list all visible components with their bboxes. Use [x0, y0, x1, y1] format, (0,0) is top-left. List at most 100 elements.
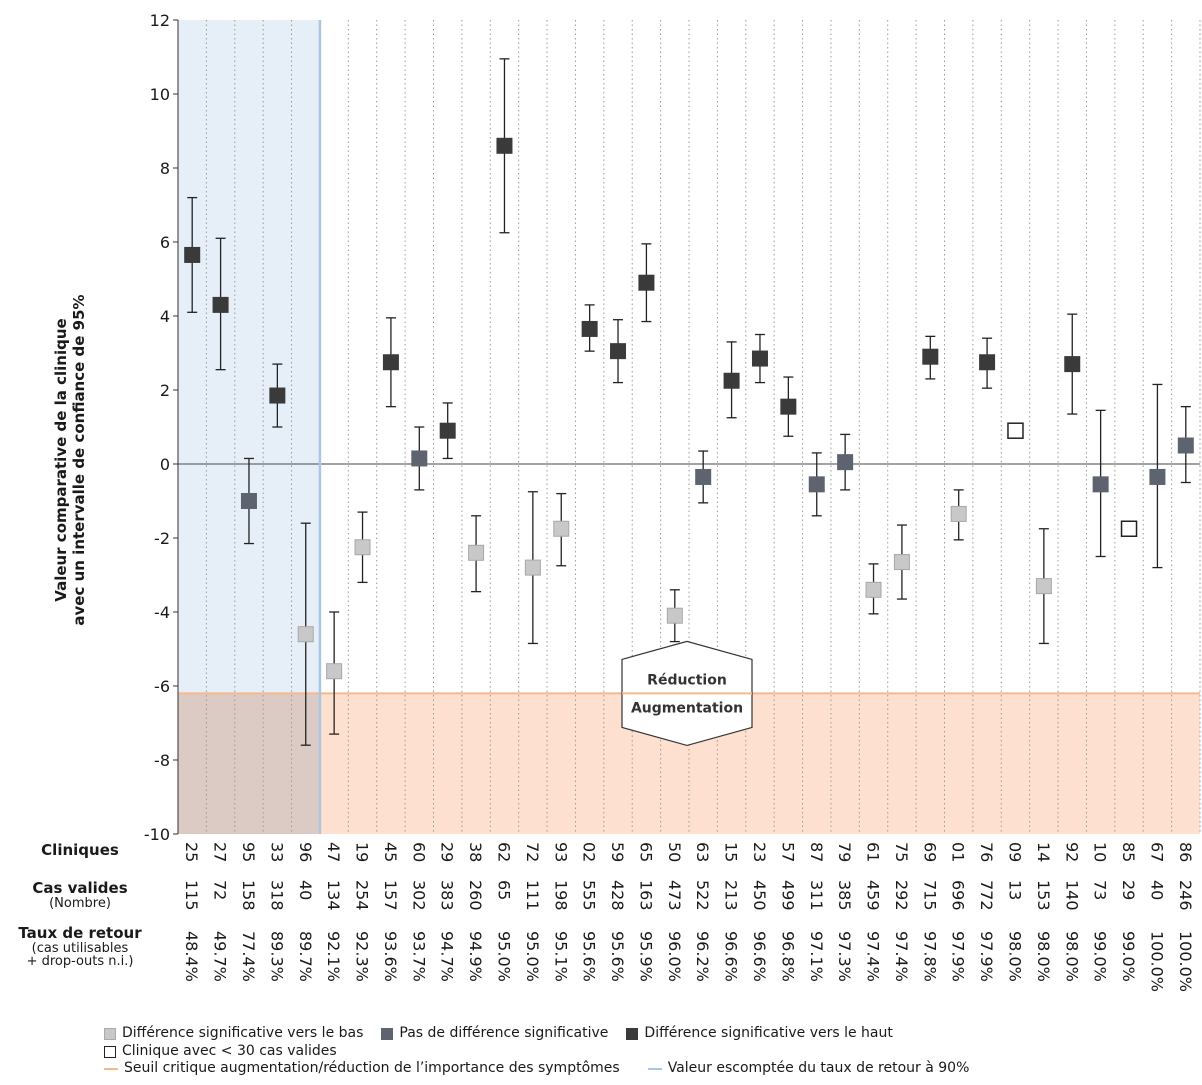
clinic-label: 47	[324, 842, 343, 862]
clinic-label: 25	[182, 842, 201, 862]
legend-label-expected: Valeur escomptée du taux de retour à 90%	[667, 1060, 970, 1076]
clinic-label: 19	[353, 842, 372, 862]
data-point	[468, 544, 485, 561]
valid-cases-label: 292	[892, 880, 911, 911]
clinic-label: 61	[864, 842, 883, 862]
return-rate-label: 77.4%	[239, 931, 258, 982]
clinic-label: 72	[523, 842, 542, 862]
data-point	[865, 581, 882, 598]
return-rate-label: 95.6%	[580, 931, 599, 982]
threshold-zone-overlap	[178, 693, 320, 834]
return-rate-label: 93.6%	[381, 931, 400, 982]
legend-swatch-none	[381, 1027, 394, 1040]
legend-item-low: Différence significative vers le bas	[104, 1025, 363, 1042]
valid-cases-label: 115	[182, 880, 201, 911]
data-point	[837, 454, 854, 471]
y-tick-label: 8	[160, 159, 170, 178]
row-label-valid-cases-sub: (Nombre)	[49, 896, 111, 911]
legend-swatch-low	[104, 1027, 116, 1040]
data-point	[1092, 476, 1109, 493]
clinic-label: 87	[807, 842, 826, 862]
valid-cases-label: 522	[693, 880, 712, 911]
valid-cases-label: 111	[523, 880, 542, 911]
clinic-label: 76	[977, 842, 996, 862]
data-point	[297, 626, 314, 643]
row-label-return-rate-text: Taux de retour	[18, 924, 142, 942]
legend-swatch-small	[104, 1045, 116, 1058]
data-point	[922, 348, 939, 365]
clinic-label: 95	[239, 842, 258, 862]
return-rate-label: 97.9%	[949, 931, 968, 982]
row-label-return-rate-sub2: + drop-outs n.i.)	[26, 954, 134, 969]
return-rate-label: 97.8%	[920, 931, 939, 982]
valid-cases-label: 499	[778, 880, 797, 911]
data-point	[610, 343, 627, 360]
data-point	[553, 520, 570, 537]
data-point	[382, 354, 399, 371]
valid-cases-label: 13	[1005, 880, 1024, 900]
return-rate-label: 95.6%	[608, 931, 627, 982]
y-tick-label: -2	[154, 529, 170, 548]
y-tick-label: 2	[160, 381, 170, 400]
data-point	[780, 398, 797, 415]
data-point	[354, 539, 371, 556]
clinic-label: 79	[835, 842, 854, 862]
return-rate-label: 95.1%	[551, 931, 570, 982]
return-rate-label: 100.0%	[1176, 931, 1195, 992]
data-point	[950, 505, 967, 522]
data-point	[581, 320, 598, 337]
y-axis-label-line1: Valeur comparative de la clinique	[52, 318, 70, 602]
clinic-label: 96	[296, 842, 315, 862]
y-tick-label: -10	[144, 825, 170, 844]
legend-item-expected: Valeur escomptée du taux de retour à 90%	[647, 1060, 970, 1077]
y-axis-label-line2: avec un intervalle de confiance de 95%	[70, 294, 88, 626]
clinic-label: 85	[1119, 842, 1138, 862]
legend-item-threshold: Seuil critique augmentation/réduction de…	[104, 1060, 620, 1077]
valid-cases-label: 318	[267, 880, 286, 911]
data-point	[1149, 468, 1166, 485]
clinic-label: 50	[665, 842, 684, 862]
return-rate-label: 97.3%	[835, 931, 854, 982]
clinic-label: 33	[267, 842, 286, 862]
clinic-label: 27	[211, 842, 230, 862]
return-rate-label: 95.0%	[494, 931, 513, 982]
clinic-label: 15	[722, 842, 741, 862]
clinic-label: 01	[949, 842, 968, 862]
return-rate-label: 97.4%	[864, 931, 883, 982]
return-rate-label: 92.1%	[324, 931, 343, 982]
return-rate-label: 89.7%	[296, 931, 315, 982]
legend-item-high: Différence significative vers le haut	[626, 1025, 893, 1042]
valid-cases-label: 29	[1119, 880, 1138, 900]
annotation-augmentation: Augmentation	[631, 700, 743, 716]
row-label-valid-cases-text: Cas valides	[32, 879, 128, 897]
clinic-label: 60	[409, 842, 428, 862]
valid-cases-label: 311	[807, 880, 826, 911]
clinic-label: 86	[1176, 842, 1195, 862]
return-rate-label: 94.9%	[466, 931, 485, 982]
row-label-return-rate: Taux de retour (cas utilisables + drop-o…	[0, 924, 160, 969]
return-rate-label: 94.7%	[438, 931, 457, 982]
valid-cases-label: 65	[494, 880, 513, 900]
legend-label-high: Différence significative vers le haut	[644, 1025, 893, 1041]
clinic-label: 29	[438, 842, 457, 862]
return-rate-label: 97.1%	[807, 931, 826, 982]
valid-cases-label: 134	[324, 880, 343, 911]
data-point	[1064, 356, 1081, 373]
clinic-label: 57	[778, 842, 797, 862]
clinic-label: 14	[1034, 842, 1053, 862]
y-axis-label: Valeur comparative de la clinique avec u…	[52, 230, 112, 690]
valid-cases-label: 428	[608, 880, 627, 911]
valid-cases-label: 772	[977, 880, 996, 911]
legend-line-threshold	[104, 1067, 118, 1070]
legend-line-expected	[647, 1067, 662, 1070]
data-point	[439, 422, 456, 439]
data-point	[695, 468, 712, 485]
data-point	[893, 554, 910, 571]
valid-cases-label: 163	[636, 880, 655, 911]
return-rate-label: 96.0%	[665, 931, 684, 982]
data-point	[240, 493, 257, 509]
data-point	[411, 450, 428, 467]
legend-label-none: Pas de différence significative	[399, 1025, 609, 1041]
row-label-clinics-text: Cliniques	[41, 841, 119, 859]
data-point	[496, 137, 513, 154]
